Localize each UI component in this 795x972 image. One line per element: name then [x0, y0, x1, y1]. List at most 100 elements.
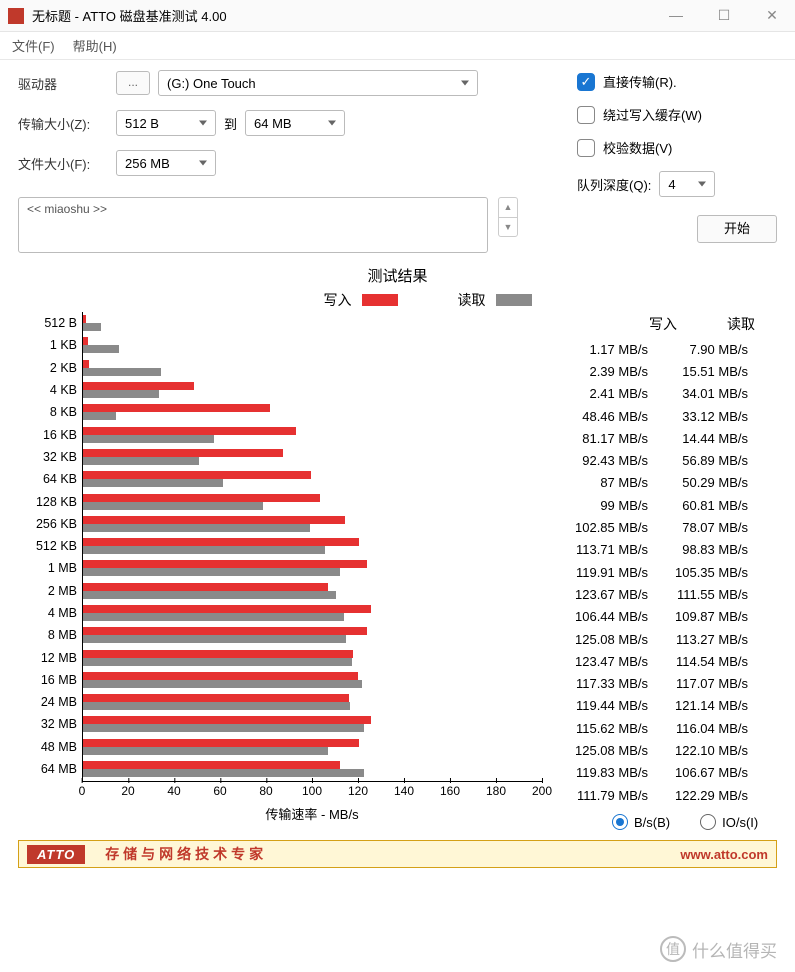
spinner-up-icon[interactable]: ▲ — [499, 198, 517, 218]
cell-write: 115.62 MB/s — [552, 721, 652, 736]
bar-row: 2 KB — [83, 357, 542, 379]
x-axis-label: 传输速率 - MB/s — [82, 804, 542, 823]
write-bar — [83, 315, 86, 323]
cell-read: 15.51 MB/s — [652, 364, 752, 379]
read-bar — [83, 546, 325, 554]
bar-row: 1 MB — [83, 557, 542, 579]
titlebar: 无标题 - ATTO 磁盘基准测试 4.00 — ☐ ✕ — [0, 0, 795, 32]
browse-button[interactable]: ... — [116, 71, 150, 95]
label-verify-data: 校验数据(V) — [603, 138, 672, 157]
cell-read: 117.07 MB/s — [652, 676, 752, 691]
description-textarea[interactable]: << miaoshu >> — [18, 197, 488, 253]
write-bar — [83, 627, 367, 635]
bar-row: 64 KB — [83, 468, 542, 490]
radio-io-per-sec[interactable] — [700, 814, 716, 830]
bar-row: 16 MB — [83, 669, 542, 691]
maximize-button[interactable]: ☐ — [709, 7, 739, 24]
drive-select-value: (G:) One Touch — [167, 76, 256, 91]
atto-logo: ATTO — [27, 845, 85, 864]
cell-write: 125.08 MB/s — [552, 743, 652, 758]
cell-write: 123.67 MB/s — [552, 587, 652, 602]
table-row: 119.91 MB/s105.35 MB/s — [552, 561, 773, 583]
menu-file[interactable]: 文件(F) — [12, 36, 55, 55]
write-bar — [83, 716, 371, 724]
label-transfer-size: 传输大小(Z): — [18, 114, 108, 133]
bar-label: 128 KB — [21, 495, 77, 509]
bar-label: 48 MB — [21, 740, 77, 754]
bar-row: 8 KB — [83, 401, 542, 423]
write-bar — [83, 694, 349, 702]
write-bar — [83, 471, 311, 479]
write-bar — [83, 494, 320, 502]
cell-write: 1.17 MB/s — [552, 342, 652, 357]
drive-select[interactable]: (G:) One Touch — [158, 70, 478, 96]
read-bar — [83, 457, 199, 465]
write-bar — [83, 560, 367, 568]
radio-bytes-per-sec[interactable] — [612, 814, 628, 830]
bar-label: 16 KB — [21, 428, 77, 442]
x-tick: 200 — [532, 784, 552, 798]
write-bar — [83, 583, 328, 591]
app-icon — [8, 8, 24, 24]
bar-row: 128 KB — [83, 490, 542, 512]
transfer-to-select[interactable]: 64 MB — [245, 110, 345, 136]
window-title: 无标题 - ATTO 磁盘基准测试 4.00 — [32, 6, 661, 25]
checkbox-verify-data[interactable] — [577, 139, 595, 157]
write-bar — [83, 427, 296, 435]
read-bar — [83, 702, 350, 710]
label-direct-transfer: 直接传输(R). — [603, 72, 677, 91]
footer-url: www.atto.com — [680, 847, 768, 862]
read-bar — [83, 524, 310, 532]
cell-read: 113.27 MB/s — [652, 632, 752, 647]
table-head-read: 读取 — [727, 314, 755, 334]
transfer-from-select[interactable]: 512 B — [116, 110, 216, 136]
menu-help[interactable]: 帮助(H) — [73, 36, 117, 55]
x-tick: 80 — [259, 784, 272, 798]
bar-label: 512 B — [21, 316, 77, 330]
read-bar — [83, 390, 159, 398]
spinner-down-icon[interactable]: ▼ — [499, 218, 517, 237]
x-tick: 20 — [121, 784, 134, 798]
bar-label: 32 KB — [21, 450, 77, 464]
table-row: 123.47 MB/s114.54 MB/s — [552, 650, 773, 672]
x-tick: 0 — [79, 784, 86, 798]
start-button[interactable]: 开始 — [697, 215, 777, 243]
minimize-button[interactable]: — — [661, 7, 691, 24]
bar-row: 512 B — [83, 312, 542, 334]
queue-depth-select[interactable]: 4 — [659, 171, 715, 197]
description-spinner[interactable]: ▲ ▼ — [498, 197, 518, 237]
label-bypass-cache: 绕过写入缓存(W) — [603, 105, 702, 124]
cell-write: 92.43 MB/s — [552, 453, 652, 468]
checkbox-bypass-cache[interactable] — [577, 106, 595, 124]
write-bar — [83, 672, 358, 680]
write-bar — [83, 650, 353, 658]
cell-read: 114.54 MB/s — [652, 654, 752, 669]
read-bar — [83, 368, 161, 376]
cell-read: 106.67 MB/s — [652, 765, 752, 780]
bar-row: 24 MB — [83, 691, 542, 713]
table-row: 119.83 MB/s106.67 MB/s — [552, 762, 773, 784]
checkbox-direct-transfer[interactable]: ✓ — [577, 73, 595, 91]
cell-read: 111.55 MB/s — [652, 587, 752, 602]
chart-legend: 写入 读取 — [18, 290, 777, 310]
file-size-select[interactable]: 256 MB — [116, 150, 216, 176]
footer-tagline: 存储与网络技术专家 — [105, 844, 267, 864]
legend-read-label: 读取 — [458, 290, 486, 310]
cell-read: 7.90 MB/s — [652, 342, 752, 357]
read-bar — [83, 479, 223, 487]
close-button[interactable]: ✕ — [757, 7, 787, 24]
cell-read: 34.01 MB/s — [652, 386, 752, 401]
cell-write: 111.79 MB/s — [552, 788, 652, 803]
read-bar — [83, 635, 346, 643]
bar-row: 4 KB — [83, 379, 542, 401]
cell-read: 78.07 MB/s — [652, 520, 752, 535]
x-tick: 160 — [440, 784, 460, 798]
table-row: 1.17 MB/s7.90 MB/s — [552, 338, 773, 360]
table-head-write: 写入 — [649, 314, 677, 334]
bar-row: 16 KB — [83, 423, 542, 445]
bar-row: 48 MB — [83, 736, 542, 758]
bar-row: 32 MB — [83, 713, 542, 735]
footer-banner: ATTO 存储与网络技术专家 www.atto.com — [18, 840, 777, 868]
description-placeholder: << miaoshu >> — [27, 202, 107, 216]
table-row: 48.46 MB/s33.12 MB/s — [552, 405, 773, 427]
